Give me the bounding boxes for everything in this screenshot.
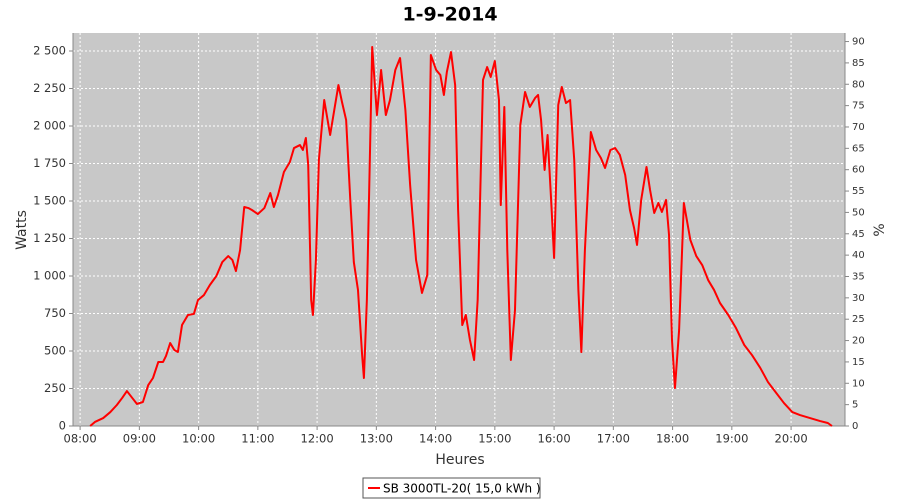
x-tick-label: 20:00 [775, 432, 808, 446]
y2-tick-label: 25 [852, 314, 865, 325]
y-tick-label: 1 000 [33, 269, 66, 283]
y2-tick-label: 75 [852, 101, 865, 112]
x-tick-label: 18:00 [656, 432, 689, 446]
y2-tick-label: 55 [852, 186, 865, 197]
legend-label: SB 3000TL-20( 15,0 kWh ) [383, 482, 541, 496]
x-tick-label: 10:00 [182, 432, 215, 446]
y-tick-label: 2 000 [33, 119, 66, 133]
x-tick-label: 19:00 [715, 432, 748, 446]
x-tick-label: 17:00 [597, 432, 630, 446]
legend-box [362, 477, 541, 499]
y-tick-label: 0 [59, 419, 66, 433]
y2-tick-label: 30 [852, 293, 865, 304]
y2-tick-label: 15 [852, 357, 865, 368]
legend: SB 3000TL-20( 15,0 kWh ) [362, 477, 541, 499]
y2-tick-label: 5 [852, 400, 858, 411]
y2-tick-label: 90 [852, 37, 865, 48]
x-tick-label: 14:00 [419, 432, 452, 446]
x-tick-label: 16:00 [538, 432, 571, 446]
chart-title: 1-9-2014 [402, 4, 497, 26]
y-tick-label: 2 250 [33, 81, 66, 95]
y-tick-label: 750 [44, 306, 66, 320]
series-line [89, 45, 833, 427]
y-tick-label: 2 500 [33, 44, 66, 58]
x-tick-label: 08:00 [64, 432, 97, 446]
x-axis-title: Heures [435, 452, 484, 468]
x-tick-label: 11:00 [241, 432, 274, 446]
y-tick-label: 500 [44, 344, 66, 358]
y2-tick-label: 40 [852, 250, 865, 261]
y-tick-label: 1 750 [33, 156, 66, 170]
y-axis-title: Watts [14, 210, 30, 250]
x-tick-label: 09:00 [123, 432, 156, 446]
y2-tick-label: 50 [852, 207, 865, 218]
x-tick-label: 13:00 [360, 432, 393, 446]
y2-tick-label: 10 [852, 378, 865, 389]
y2-tick-label: 65 [852, 143, 865, 154]
y2-tick-label: 80 [852, 79, 865, 90]
y2-tick-label: 60 [852, 165, 865, 176]
y-tick-label: 1 500 [33, 194, 66, 208]
y2-tick-label: 20 [852, 336, 865, 347]
y2-tick-label: 85 [852, 58, 865, 69]
y-tick-label: 250 [44, 381, 66, 395]
y2-tick-label: 35 [852, 271, 865, 282]
y2-tick-label: 45 [852, 229, 865, 240]
y2-axis-title: % [872, 223, 888, 236]
y2-tick-label: 0 [852, 421, 858, 432]
x-tick-label: 15:00 [478, 432, 511, 446]
y-tick-label: 1 250 [33, 231, 66, 245]
x-tick-label: 12:00 [301, 432, 334, 446]
y2-tick-label: 70 [852, 122, 865, 133]
